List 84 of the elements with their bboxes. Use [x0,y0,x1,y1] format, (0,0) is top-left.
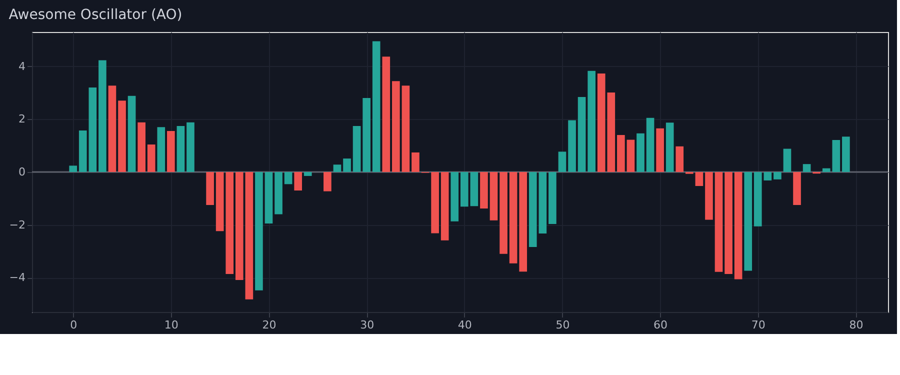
bar [392,81,400,172]
bar [284,172,292,184]
bar [528,172,537,248]
bar [343,158,351,172]
bar [372,41,380,172]
bar [245,172,254,300]
bar [500,172,508,254]
chart-title: Awesome Oscillator (AO) [8,7,182,23]
bar [626,140,635,172]
bar [568,120,576,172]
bar [402,86,410,172]
bar [118,100,126,172]
bar [636,133,644,172]
bar [802,164,811,172]
bar [538,172,547,234]
bar [509,172,518,264]
bar [167,131,175,172]
bar [714,172,723,272]
bar [157,127,166,172]
x-tick-label: 50 [556,318,570,332]
x-tick-label: 60 [654,318,668,332]
bar [362,98,370,172]
bar [382,56,390,172]
bar [676,146,684,172]
bar [774,172,782,180]
bar [206,172,214,206]
x-tick-label: 40 [458,318,472,332]
bar [705,172,713,220]
x-tick-label: 80 [849,318,864,332]
bar [274,172,282,214]
bar [98,60,106,172]
bar [744,172,752,271]
bar [235,172,244,280]
x-tick-label: 30 [360,318,374,332]
bar [108,86,116,172]
bar [294,172,302,190]
y-tick-label: −4 [9,271,26,284]
bar [128,96,136,172]
bar [588,70,596,172]
bar [646,118,654,172]
y-tick-label: 2 [18,112,26,126]
bar [440,172,449,240]
bar [226,172,234,274]
bar [304,172,312,176]
bar [216,172,224,232]
bar [147,144,156,172]
bar [558,152,566,172]
bar [255,172,263,290]
bar [783,148,792,172]
bar [480,172,488,208]
bar [138,122,146,172]
bar [666,122,674,172]
bar [519,172,528,272]
bar [470,172,478,206]
y-tick-label: 4 [18,60,26,73]
bar [412,152,420,172]
bar [176,126,185,172]
bar [186,122,194,172]
bar [264,172,273,224]
bar [333,164,342,172]
bar [578,96,586,172]
bar [793,172,801,206]
bar [490,172,498,220]
bar [695,172,704,186]
bar [352,126,361,172]
bar [431,172,439,234]
bar [460,172,468,207]
x-tick-label: 0 [70,318,78,332]
bar [842,136,850,172]
bar [617,135,625,172]
bar [734,172,742,280]
bar [656,128,664,172]
bar [324,172,332,192]
x-tick-label: 20 [262,318,276,332]
bar [548,172,556,224]
x-tick-label: 10 [164,318,178,332]
y-tick-label: −2 [9,218,26,232]
bar [724,172,732,274]
x-tick-label: 70 [751,318,766,332]
y-tick-label: 0 [18,166,26,178]
bar [764,172,772,180]
bar [450,172,459,222]
bar [754,172,762,226]
bar [69,166,77,172]
